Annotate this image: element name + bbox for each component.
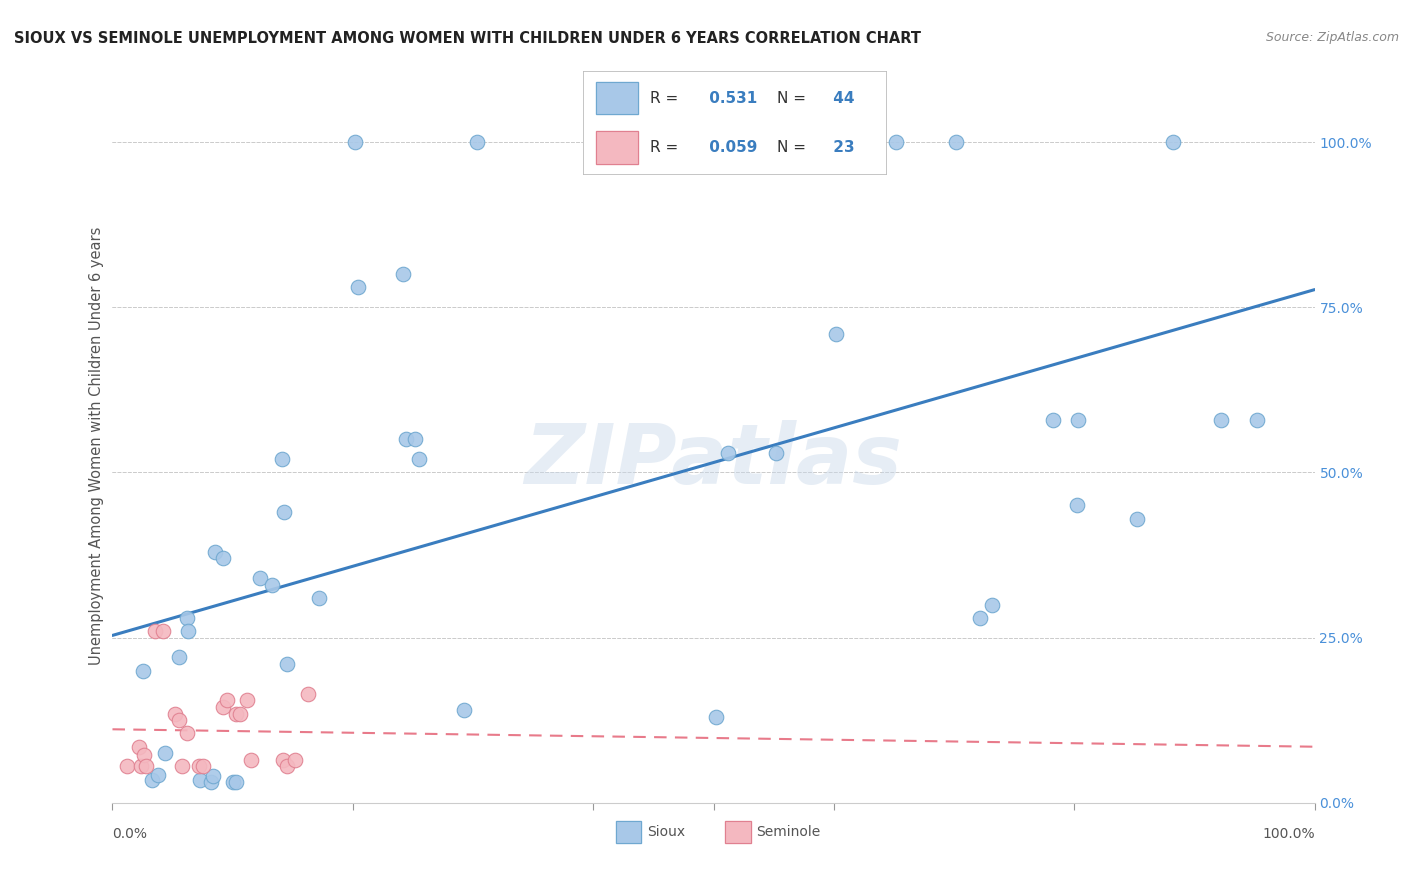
Point — [176, 726, 198, 740]
Point — [825, 326, 848, 341]
Point — [202, 769, 225, 783]
Point — [131, 664, 153, 678]
Point — [167, 650, 190, 665]
Point — [239, 753, 262, 767]
Point — [1246, 412, 1268, 426]
Point — [276, 759, 298, 773]
Text: Seminole: Seminole — [756, 825, 821, 839]
Point — [200, 774, 222, 789]
Point — [172, 759, 194, 773]
Point — [465, 135, 488, 149]
Point — [273, 505, 295, 519]
Point — [262, 578, 284, 592]
Point — [212, 700, 235, 714]
Point — [945, 135, 967, 149]
Point — [404, 433, 426, 447]
Point — [177, 624, 200, 638]
Point — [249, 571, 271, 585]
Text: 0.059: 0.059 — [704, 140, 758, 155]
Point — [225, 774, 247, 789]
Y-axis label: Unemployment Among Women with Children Under 6 years: Unemployment Among Women with Children U… — [89, 227, 104, 665]
Bar — [596, 131, 638, 163]
Text: N =: N = — [778, 90, 811, 105]
Point — [271, 452, 294, 467]
Point — [408, 452, 430, 467]
Point — [308, 591, 330, 605]
Point — [271, 753, 294, 767]
Point — [135, 759, 157, 773]
Text: 100.0%: 100.0% — [1263, 827, 1315, 841]
Point — [204, 545, 226, 559]
Text: 44: 44 — [828, 90, 855, 105]
Point — [215, 693, 238, 707]
Point — [141, 772, 163, 787]
Point — [191, 759, 214, 773]
Text: Source: ZipAtlas.com: Source: ZipAtlas.com — [1265, 31, 1399, 45]
Point — [297, 687, 319, 701]
Point — [969, 611, 991, 625]
Bar — [596, 131, 638, 163]
Point — [222, 774, 245, 789]
Point — [155, 746, 177, 760]
Point — [115, 759, 138, 773]
Point — [765, 445, 787, 459]
Point — [212, 551, 235, 566]
Point — [229, 706, 252, 721]
Point — [1067, 412, 1090, 426]
Point — [346, 280, 368, 294]
Point — [344, 135, 367, 149]
Point — [236, 693, 259, 707]
Point — [392, 267, 415, 281]
Point — [163, 706, 186, 721]
Text: Sioux: Sioux — [647, 825, 685, 839]
Point — [132, 748, 155, 763]
Point — [453, 703, 475, 717]
Point — [860, 135, 883, 149]
Point — [1209, 412, 1232, 426]
Text: N =: N = — [778, 140, 811, 155]
Point — [717, 445, 740, 459]
Point — [981, 598, 1004, 612]
Point — [188, 759, 211, 773]
Point — [152, 624, 174, 638]
Point — [131, 759, 153, 773]
Point — [284, 753, 307, 767]
Text: ZIPatlas: ZIPatlas — [524, 420, 903, 500]
Text: SIOUX VS SEMINOLE UNEMPLOYMENT AMONG WOMEN WITH CHILDREN UNDER 6 YEARS CORRELATI: SIOUX VS SEMINOLE UNEMPLOYMENT AMONG WOM… — [14, 31, 921, 46]
Point — [884, 135, 907, 149]
Point — [128, 739, 150, 754]
Point — [276, 657, 298, 671]
Text: R =: R = — [650, 90, 683, 105]
Point — [176, 611, 198, 625]
Point — [1161, 135, 1184, 149]
Point — [704, 710, 727, 724]
Point — [188, 772, 211, 787]
Point — [167, 713, 190, 727]
Bar — [596, 81, 638, 114]
Text: 0.531: 0.531 — [704, 90, 758, 105]
Point — [1066, 499, 1088, 513]
Text: R =: R = — [650, 140, 683, 155]
Point — [1125, 511, 1147, 525]
Text: 0.0%: 0.0% — [112, 827, 148, 841]
Point — [146, 768, 169, 782]
Text: 23: 23 — [828, 140, 855, 155]
Point — [1042, 412, 1064, 426]
Point — [395, 433, 418, 447]
Point — [143, 624, 166, 638]
Bar — [596, 81, 638, 114]
Point — [225, 706, 247, 721]
